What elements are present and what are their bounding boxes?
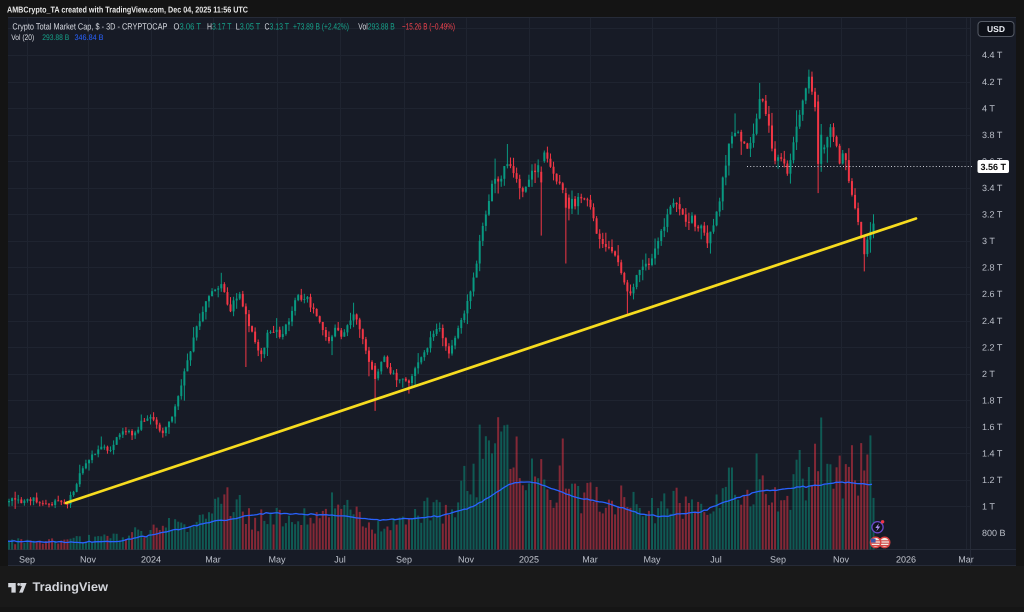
svg-text:L3.05 T: L3.05 T — [236, 22, 261, 32]
svg-text:2025: 2025 — [519, 555, 539, 565]
svg-text:2.6 T: 2.6 T — [982, 289, 1003, 299]
svg-text:293.88 B: 293.88 B — [42, 33, 69, 42]
svg-text:−15.26 B (−0.49%): −15.26 B (−0.49%) — [402, 22, 455, 32]
svg-text:2.4 T: 2.4 T — [982, 316, 1003, 326]
svg-text:Vol (20): Vol (20) — [11, 33, 34, 42]
svg-text:Jul: Jul — [334, 555, 346, 565]
svg-text:2024: 2024 — [141, 555, 161, 565]
svg-text:346.84 B: 346.84 B — [75, 33, 104, 42]
svg-text:H3.17 T: H3.17 T — [207, 22, 232, 32]
svg-text:May: May — [643, 555, 661, 565]
svg-text:800 B: 800 B — [982, 528, 1006, 538]
svg-text:3 T: 3 T — [982, 236, 995, 246]
svg-text:1.4 T: 1.4 T — [982, 449, 1003, 459]
svg-text:TradingView: TradingView — [33, 580, 109, 594]
svg-text:Nov: Nov — [833, 555, 850, 565]
svg-text:2.2 T: 2.2 T — [982, 342, 1003, 352]
svg-text:3.4 T: 3.4 T — [982, 183, 1003, 193]
svg-text:Nov: Nov — [458, 555, 475, 565]
svg-text:Mar: Mar — [582, 555, 598, 565]
svg-text:Crypto Total Market Cap, $ - 3: Crypto Total Market Cap, $ - 3D - CRYPTO… — [12, 22, 167, 32]
svg-text:USD: USD — [987, 24, 1005, 34]
svg-text:Sep: Sep — [396, 555, 412, 565]
svg-text:2.8 T: 2.8 T — [982, 263, 1003, 273]
svg-text:2 T: 2 T — [982, 369, 995, 379]
svg-text:2026: 2026 — [896, 555, 916, 565]
svg-text:3.8 T: 3.8 T — [982, 130, 1003, 140]
svg-text:1.6 T: 1.6 T — [982, 422, 1003, 432]
svg-text:Nov: Nov — [80, 555, 97, 565]
svg-text:Vol293.88 B: Vol293.88 B — [358, 22, 395, 32]
svg-text:Sep: Sep — [770, 555, 786, 565]
svg-text:4 T: 4 T — [982, 103, 995, 113]
svg-text:Sep: Sep — [19, 555, 35, 565]
svg-text:1 T: 1 T — [982, 502, 995, 512]
svg-text:Jul: Jul — [710, 555, 722, 565]
svg-text:Mar: Mar — [958, 555, 974, 565]
svg-text:3.56 T: 3.56 T — [980, 162, 1006, 172]
svg-text:AMBCrypto_TA created with Trad: AMBCrypto_TA created with TradingView.co… — [7, 5, 248, 15]
svg-text:O3.06 T: O3.06 T — [174, 22, 202, 32]
svg-text:1.8 T: 1.8 T — [982, 395, 1003, 405]
svg-text:May: May — [268, 555, 286, 565]
svg-text:4.2 T: 4.2 T — [982, 77, 1003, 87]
svg-text:4.4 T: 4.4 T — [982, 50, 1003, 60]
svg-text:+73.89 B (+2.42%): +73.89 B (+2.42%) — [293, 22, 349, 32]
svg-text:1.2 T: 1.2 T — [982, 475, 1003, 485]
svg-text:C3.13 T: C3.13 T — [265, 22, 290, 32]
svg-text:Mar: Mar — [205, 555, 221, 565]
svg-text:3.2 T: 3.2 T — [982, 210, 1003, 220]
